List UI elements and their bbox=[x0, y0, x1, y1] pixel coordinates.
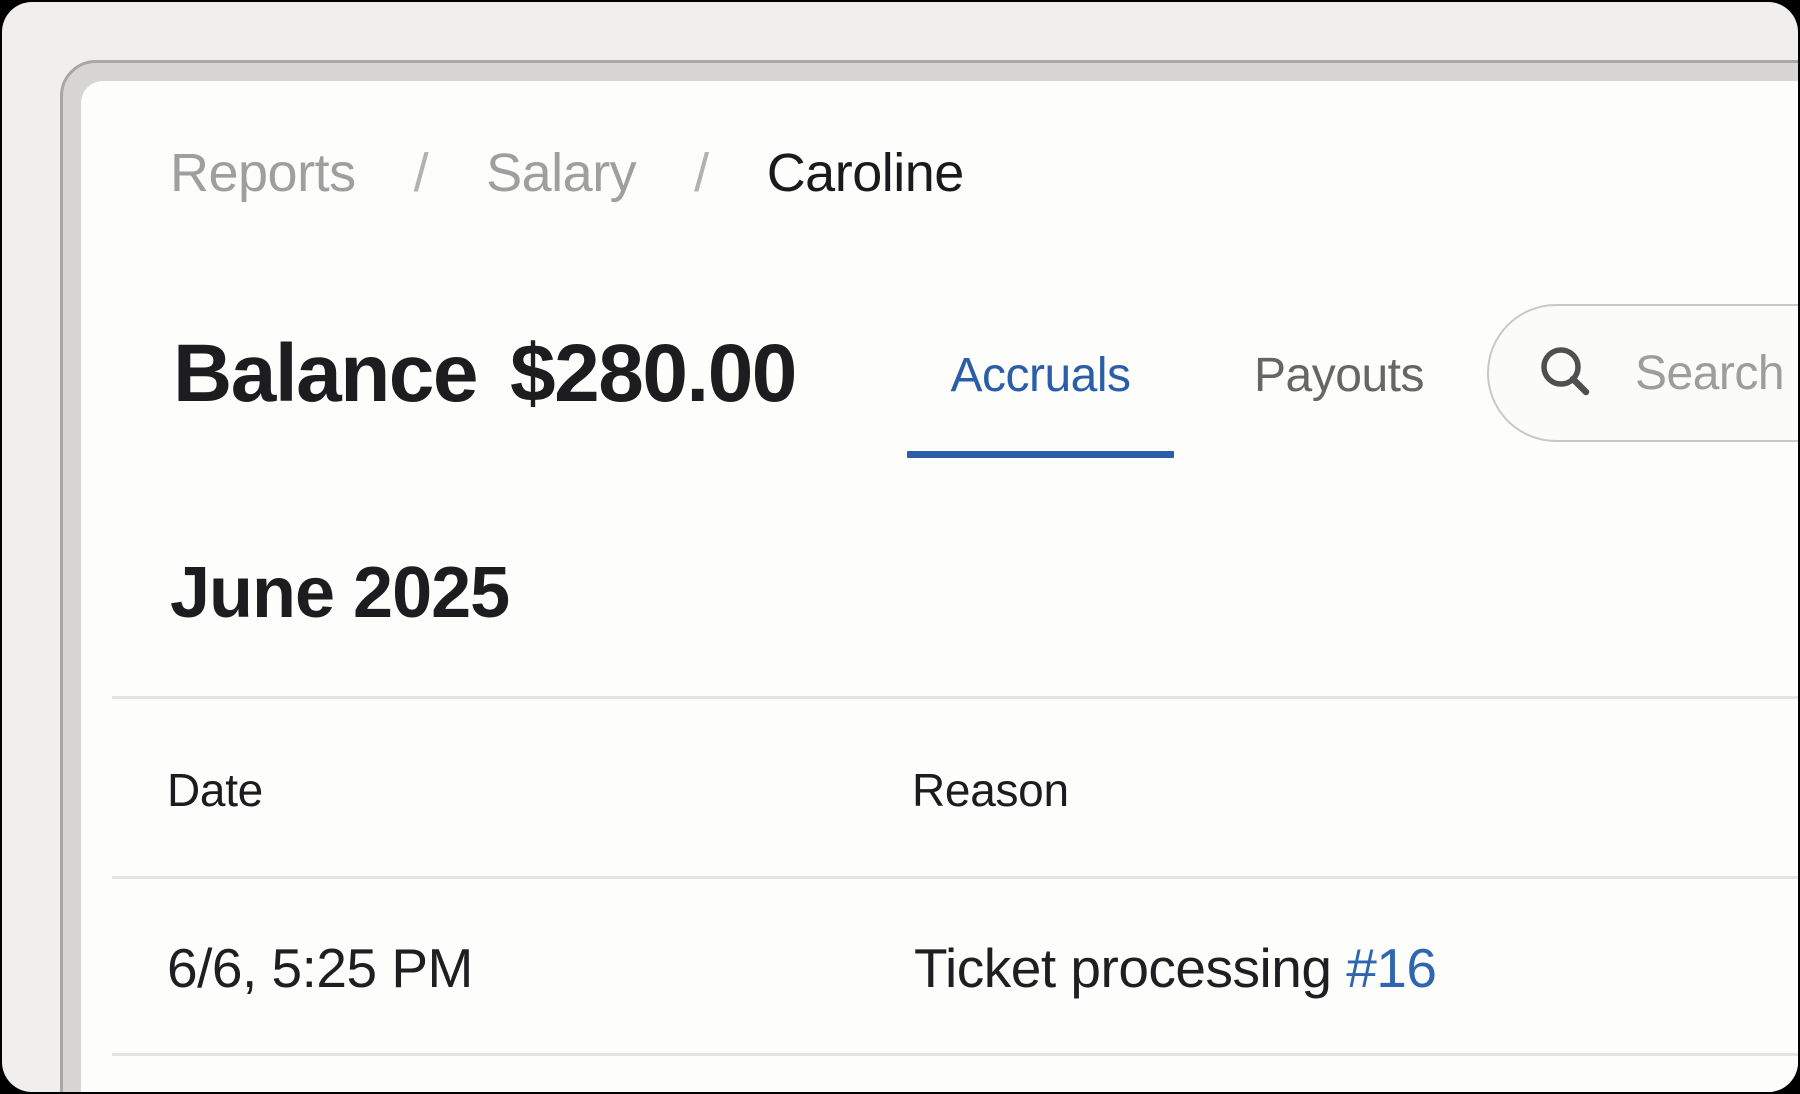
breadcrumb-separator: / bbox=[694, 143, 709, 203]
header-divider bbox=[112, 876, 1798, 879]
balance-value: $280.00 bbox=[510, 328, 797, 419]
balance-label: Balance bbox=[173, 328, 479, 419]
row-reason-cell: Ticket processing #16 bbox=[914, 937, 1437, 999]
ticket-link[interactable]: #16 bbox=[1346, 937, 1437, 999]
search-icon bbox=[1541, 347, 1590, 396]
breadcrumb: Reports / Salary / Caroline bbox=[170, 143, 965, 203]
search-input[interactable] bbox=[1635, 345, 1798, 401]
content-panel: Reports / Salary / Caroline Balance $280… bbox=[81, 81, 1798, 1092]
row-divider bbox=[112, 1053, 1798, 1056]
breadcrumb-item-salary[interactable]: Salary bbox=[486, 143, 637, 203]
column-header-date: Date bbox=[167, 764, 263, 816]
app-window: Reports / Salary / Caroline Balance $280… bbox=[60, 60, 1798, 1092]
search-box[interactable] bbox=[1487, 304, 1798, 442]
column-header-reason: Reason bbox=[912, 764, 1069, 816]
tab-accruals[interactable]: Accruals bbox=[950, 349, 1131, 402]
breadcrumb-item-caroline: Caroline bbox=[766, 143, 965, 203]
tab-payouts[interactable]: Payouts bbox=[1254, 349, 1424, 402]
active-tab-underline bbox=[907, 451, 1174, 458]
breadcrumb-separator: / bbox=[413, 143, 429, 203]
table-top-divider bbox=[112, 696, 1798, 699]
section-title: June 2025 bbox=[170, 553, 510, 633]
reason-text: Ticket processing bbox=[914, 937, 1332, 999]
breadcrumb-item-reports[interactable]: Reports bbox=[170, 143, 356, 203]
row-date-cell: 6/6, 5:25 PM bbox=[167, 937, 473, 999]
